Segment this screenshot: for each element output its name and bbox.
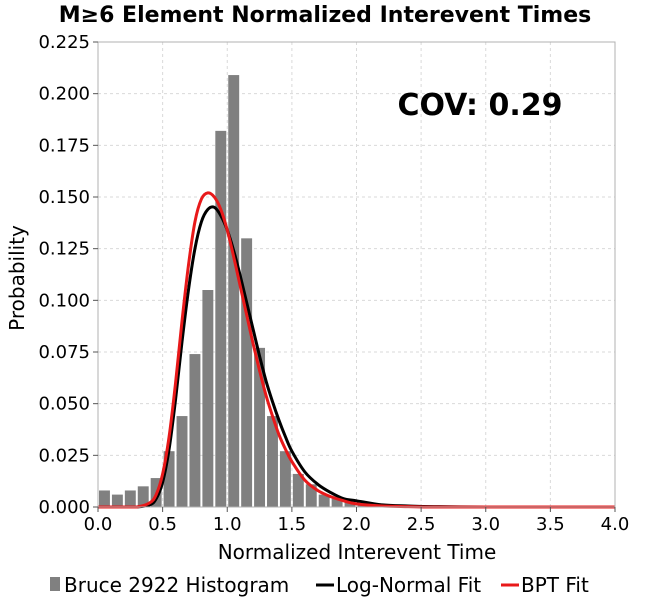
- y-tick-labels: 0.000 0.025 0.050 0.075 0.100 0.125 0.150 0.175…: [38, 32, 90, 518]
- histogram-bar: [137, 486, 149, 507]
- histogram-bar: [202, 290, 214, 507]
- y-tick-label: 0.225: [38, 32, 90, 53]
- histogram-bar: [279, 451, 291, 507]
- x-axis-label: Normalized Interevent Time: [218, 540, 497, 564]
- y-tick-label: 0.000: [38, 497, 90, 518]
- histogram-bar: [163, 451, 175, 507]
- y-tick-label: 0.200: [38, 84, 90, 105]
- y-tick-label: 0.025: [38, 445, 90, 466]
- histogram-bar: [124, 490, 136, 507]
- lognormal-fit-curve: [97, 205, 616, 509]
- histogram-bar: [111, 494, 123, 507]
- histogram-bar: [305, 484, 317, 507]
- cov-annotation: COV: 0.29: [397, 88, 562, 123]
- x-tick-label: 2.0: [342, 514, 371, 535]
- y-tick-label: 0.100: [38, 290, 90, 311]
- x-tick-label: 0.0: [84, 514, 113, 535]
- legend-label-bpt: BPT Fit: [521, 573, 589, 597]
- histogram-bar: [254, 347, 266, 507]
- chart-title: M≥6 Element Normalized Interevent Times: [59, 3, 591, 28]
- histogram-bar: [292, 473, 304, 507]
- legend-swatch-histogram: [50, 577, 60, 591]
- histogram-bar: [267, 416, 278, 507]
- legend-label-lognormal: Log-Normal Fit: [336, 573, 481, 597]
- y-axis-label: Probability: [5, 225, 29, 331]
- histogram-bar: [331, 498, 343, 507]
- axes: [93, 41, 616, 512]
- x-tick-label: 3.5: [536, 514, 565, 535]
- histogram-bar: [176, 416, 188, 507]
- x-tick-label: 0.5: [148, 514, 177, 535]
- histogram-bar: [215, 130, 227, 507]
- legend: Bruce 2922 Histogram Log-Normal Fit BPT …: [50, 573, 589, 597]
- fit-curves: [97, 191, 616, 509]
- bpt-fit-curve: [97, 191, 616, 509]
- x-tick-label: 1.0: [213, 514, 242, 535]
- histogram-bar: [189, 354, 201, 507]
- x-tick-labels: 0.0 0.5 1.0 1.5 2.0 2.5 3.0 3.5 4.0: [84, 514, 630, 535]
- histogram-bar: [228, 75, 240, 508]
- histogram-bar: [99, 490, 110, 507]
- y-tick-label: 0.075: [38, 342, 90, 363]
- y-tick-label: 0.175: [38, 135, 90, 156]
- y-tick-label: 0.150: [38, 187, 90, 208]
- y-tick-label: 0.125: [38, 239, 90, 260]
- x-tick-label: 4.0: [601, 514, 630, 535]
- histogram-bar: [241, 238, 253, 508]
- x-tick-label: 3.0: [471, 514, 500, 535]
- x-tick-label: 2.5: [407, 514, 436, 535]
- y-tick-label: 0.050: [38, 394, 90, 415]
- legend-label-histogram: Bruce 2922 Histogram: [64, 573, 289, 597]
- histogram-bar: [318, 494, 330, 507]
- x-tick-label: 1.5: [278, 514, 307, 535]
